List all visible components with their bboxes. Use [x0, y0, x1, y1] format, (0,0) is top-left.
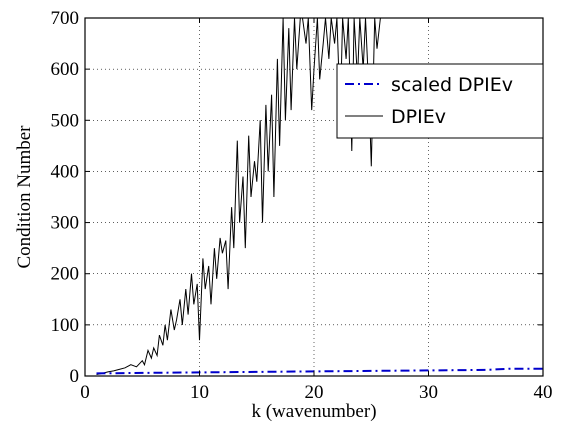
x-tick-label: 40: [534, 382, 553, 403]
x-tick-label: 30: [419, 382, 438, 403]
x-tick-label: 0: [80, 382, 90, 403]
x-tick-label: 20: [305, 382, 324, 403]
y-tick-label: 0: [70, 366, 80, 387]
y-tick-label: 200: [51, 264, 80, 285]
legend-box: [336, 63, 544, 139]
y-axis-label: Condition Number: [14, 125, 35, 269]
legend: scaled DPIEv DPIEv: [336, 63, 544, 139]
series-line-scaled-dpiev: [96, 367, 543, 375]
y-tick-label: 300: [51, 213, 80, 234]
legend-label-scaled-dpiev: scaled DPIEv: [391, 74, 513, 96]
legend-label-dpiev: DPIEv: [391, 106, 446, 128]
y-tick-label: 100: [51, 315, 80, 336]
y-tick-label: 700: [51, 8, 80, 29]
y-tick-label: 600: [51, 59, 80, 80]
x-tick-label: 10: [190, 382, 209, 403]
x-axis-label: k (wavenumber): [251, 401, 376, 422]
y-tick-label: 400: [51, 161, 80, 182]
y-tick-label: 500: [51, 110, 80, 131]
